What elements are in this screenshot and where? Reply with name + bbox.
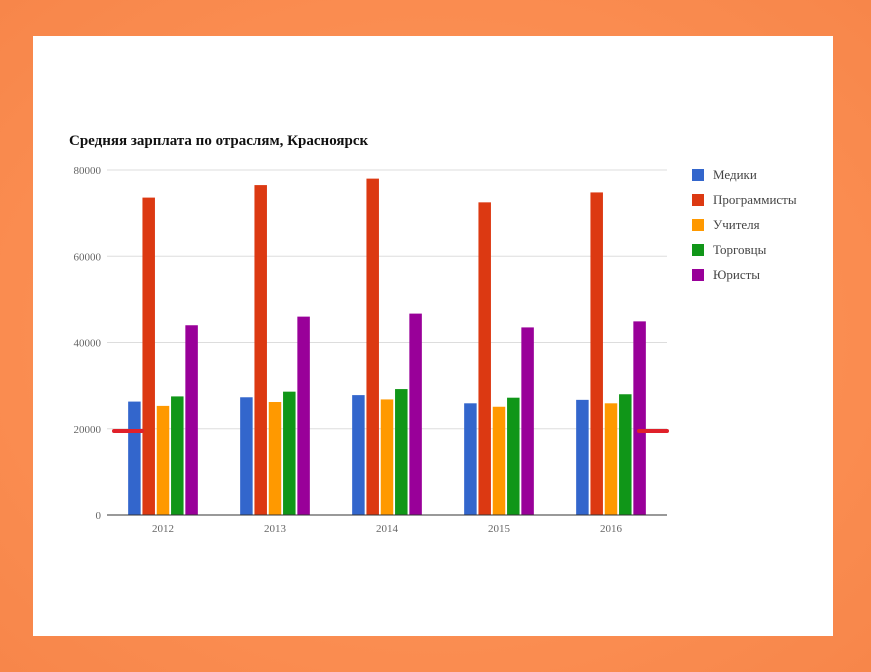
legend-label: Программисты [713, 191, 797, 207]
bar [395, 389, 408, 515]
legend-label: Учителя [713, 216, 760, 232]
bar [380, 399, 394, 515]
red-marker-left [112, 429, 144, 433]
slide-card: Средняя зарплата по отраслям, Красноярск… [33, 36, 833, 636]
bar [576, 399, 589, 515]
bar [142, 197, 155, 515]
legend-swatch [692, 218, 704, 231]
x-tick-label: 2015 [488, 523, 511, 535]
x-tick-label: 2013 [264, 523, 287, 535]
legend-label: Торговцы [713, 241, 767, 257]
bar [128, 401, 141, 515]
bar [283, 391, 296, 515]
legend-label: Юристы [713, 266, 761, 282]
x-tick-label: 2012 [152, 523, 174, 535]
legend-item: Торговцы [692, 237, 797, 262]
bar [240, 397, 253, 515]
bar [409, 313, 422, 515]
bar [604, 403, 618, 515]
bar [478, 202, 491, 515]
chart-title: Средняя зарплата по отраслям, Красноярск [69, 133, 369, 149]
legend-swatch [692, 193, 704, 206]
y-tick-label: 0 [96, 510, 102, 522]
bar [254, 185, 267, 515]
bar [619, 394, 632, 515]
red-marker-right [637, 429, 669, 433]
legend-item: Программисты [692, 187, 797, 212]
bar [366, 178, 379, 515]
legend-item: Учителя [692, 212, 797, 237]
bar [171, 396, 184, 515]
bar [464, 403, 477, 515]
bar [268, 402, 282, 515]
bar [156, 405, 170, 515]
legend-item: Медики [692, 162, 797, 187]
x-tick-label: 2014 [376, 523, 399, 535]
legend-swatch [692, 268, 704, 281]
bar [633, 321, 646, 515]
y-tick-label: 40000 [74, 338, 102, 350]
legend-swatch [692, 243, 704, 256]
bar [185, 325, 198, 515]
y-tick-label: 20000 [74, 424, 102, 436]
bar [492, 406, 506, 515]
bar [352, 395, 365, 515]
bar [590, 192, 603, 516]
bar-chart: 0 20000 40000 60000 80000 2012 2013 2014 2015 201… [74, 165, 667, 535]
legend-label: Медики [713, 166, 757, 182]
bar [297, 316, 310, 515]
legend: Медики Программисты Учителя Торговцы Юристы [692, 162, 797, 287]
legend-swatch [692, 168, 704, 181]
bar [507, 397, 520, 515]
x-tick-label: 2016 [600, 523, 623, 535]
y-tick-label: 60000 [74, 251, 102, 263]
bar [521, 327, 534, 515]
legend-item: Юристы [692, 262, 797, 287]
y-tick-label: 80000 [74, 165, 102, 177]
